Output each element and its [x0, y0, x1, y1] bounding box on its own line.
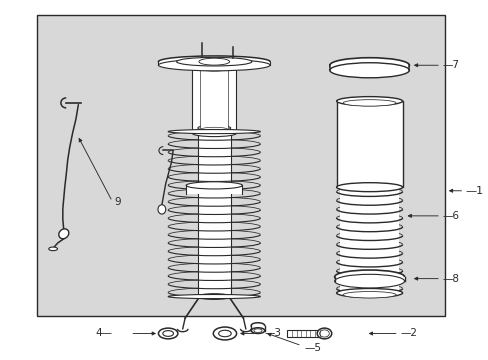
Ellipse shape [192, 64, 236, 70]
Ellipse shape [59, 229, 69, 239]
Ellipse shape [329, 58, 408, 73]
Bar [336, 101, 402, 187]
Bar [251, 325, 264, 330]
Ellipse shape [158, 59, 269, 71]
Text: —3: —3 [264, 328, 281, 338]
Ellipse shape [336, 96, 402, 105]
Ellipse shape [334, 270, 404, 284]
Bar [158, 62, 269, 65]
Ellipse shape [334, 274, 404, 288]
Ellipse shape [329, 63, 408, 78]
Ellipse shape [198, 125, 230, 131]
Ellipse shape [200, 66, 228, 71]
Ellipse shape [251, 323, 264, 328]
Ellipse shape [168, 130, 260, 134]
Text: —7: —7 [442, 60, 458, 70]
Ellipse shape [218, 330, 231, 337]
Bar [186, 185, 242, 194]
Text: —5: —5 [304, 343, 321, 353]
Ellipse shape [343, 100, 395, 106]
Ellipse shape [213, 327, 236, 340]
Bar [339, 187, 399, 293]
Ellipse shape [199, 58, 229, 65]
Ellipse shape [251, 328, 264, 333]
Ellipse shape [49, 247, 58, 251]
Bar [200, 69, 228, 130]
Bar [329, 65, 408, 70]
Ellipse shape [163, 330, 173, 336]
Ellipse shape [158, 205, 165, 214]
Ellipse shape [192, 130, 236, 136]
Ellipse shape [158, 56, 269, 67]
Bar [198, 128, 230, 297]
Text: —6: —6 [442, 211, 458, 221]
Bar [192, 67, 236, 134]
Bar [286, 329, 323, 337]
Text: —1: —1 [465, 186, 483, 196]
Ellipse shape [186, 182, 242, 189]
Ellipse shape [176, 57, 251, 66]
Ellipse shape [200, 127, 228, 132]
Ellipse shape [319, 330, 328, 337]
Ellipse shape [168, 294, 260, 298]
Ellipse shape [198, 294, 230, 300]
Ellipse shape [253, 329, 262, 332]
Text: 4—: 4— [95, 328, 112, 338]
Ellipse shape [336, 183, 402, 192]
Ellipse shape [158, 328, 178, 339]
Text: —8: —8 [442, 274, 458, 284]
Ellipse shape [336, 288, 402, 297]
Ellipse shape [317, 328, 331, 339]
Text: 9: 9 [115, 197, 121, 207]
Text: —2: —2 [399, 328, 416, 338]
Ellipse shape [343, 292, 395, 298]
Bar [37, 15, 444, 316]
Bar [334, 277, 404, 281]
